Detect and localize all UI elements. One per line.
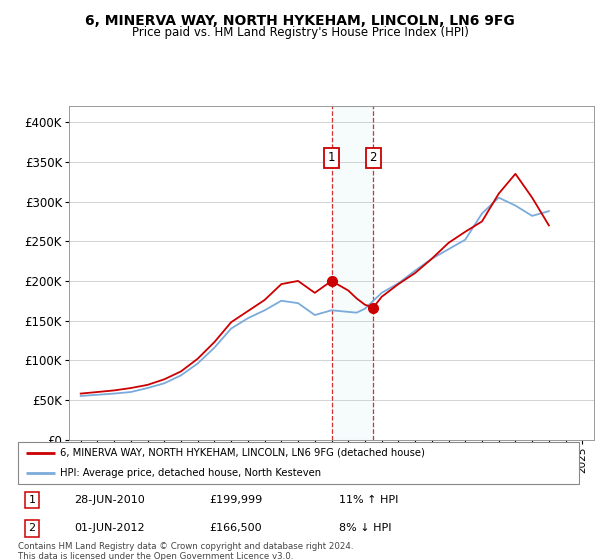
Text: 8% ↓ HPI: 8% ↓ HPI — [340, 524, 392, 534]
Text: 2: 2 — [370, 151, 377, 165]
Text: £199,999: £199,999 — [210, 495, 263, 505]
Text: 2: 2 — [29, 524, 35, 534]
Text: 6, MINERVA WAY, NORTH HYKEHAM, LINCOLN, LN6 9FG: 6, MINERVA WAY, NORTH HYKEHAM, LINCOLN, … — [85, 14, 515, 28]
Text: HPI: Average price, detached house, North Kesteven: HPI: Average price, detached house, Nort… — [60, 469, 322, 478]
FancyBboxPatch shape — [18, 442, 579, 483]
Text: £166,500: £166,500 — [210, 524, 262, 534]
Bar — [331, 106, 373, 440]
Text: Price paid vs. HM Land Registry's House Price Index (HPI): Price paid vs. HM Land Registry's House … — [131, 26, 469, 39]
Text: 28-JUN-2010: 28-JUN-2010 — [74, 495, 145, 505]
Text: 1: 1 — [328, 151, 335, 165]
Text: Contains HM Land Registry data © Crown copyright and database right 2024.
This d: Contains HM Land Registry data © Crown c… — [18, 542, 353, 560]
Text: 01-JUN-2012: 01-JUN-2012 — [74, 524, 145, 534]
Text: 6, MINERVA WAY, NORTH HYKEHAM, LINCOLN, LN6 9FG (detached house): 6, MINERVA WAY, NORTH HYKEHAM, LINCOLN, … — [60, 448, 425, 458]
Text: 1: 1 — [29, 495, 35, 505]
Text: 11% ↑ HPI: 11% ↑ HPI — [340, 495, 399, 505]
